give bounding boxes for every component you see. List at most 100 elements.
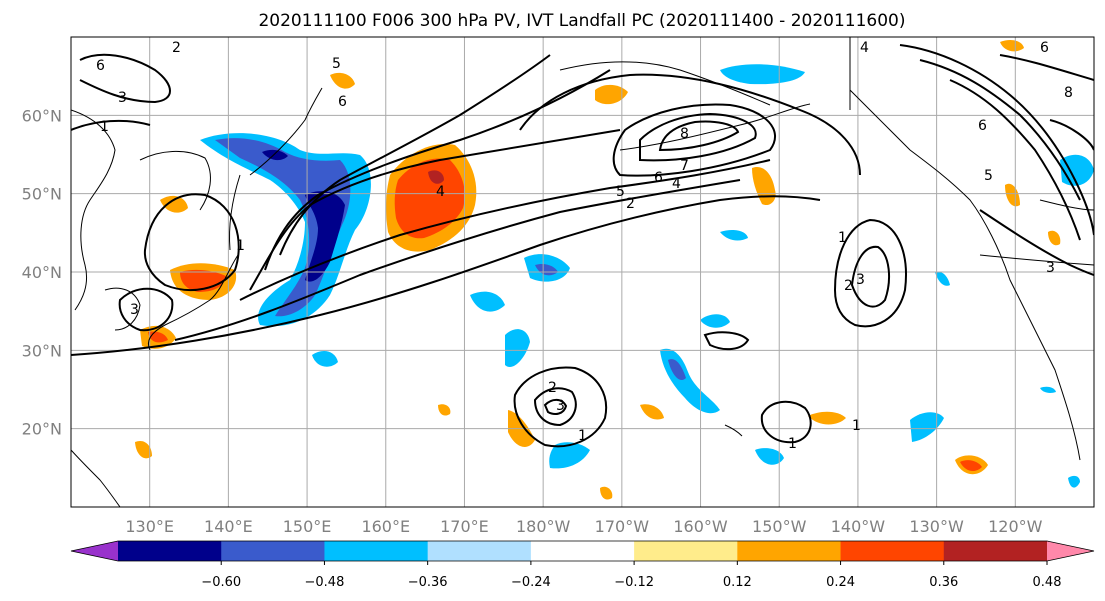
map-gridlines [71, 37, 1094, 507]
contour-line [264, 69, 611, 271]
contour-line [979, 209, 1094, 276]
contour-label: 2 [548, 380, 557, 396]
pv-orange-patch [808, 411, 846, 425]
pv-orange-patch [438, 404, 451, 416]
contour-label: 5 [984, 168, 993, 184]
pv-red-blob [394, 158, 465, 239]
pv-blue-patch [505, 329, 530, 368]
longitude-tick-label: 130°E [125, 517, 174, 536]
longitude-tick-label: 120°W [988, 517, 1043, 536]
contour-closed [833, 218, 907, 328]
pv-blue-patch [1040, 386, 1056, 393]
kamchatka-coastline [249, 87, 323, 176]
pv-orange-patch [135, 440, 152, 459]
pv-blue-patch-core [668, 359, 686, 380]
contour-label: 3 [118, 90, 127, 106]
contour-closed [612, 103, 776, 177]
contour-label: 1 [100, 119, 109, 135]
pv-dark-blue-spot [262, 149, 288, 161]
contour-closed [703, 331, 750, 351]
pv-blue-patch [549, 442, 590, 469]
colorbar-segment [943, 541, 1048, 561]
contour-line [239, 159, 771, 301]
contour-label: 3 [130, 302, 139, 318]
contour-line [919, 59, 1081, 201]
contour-label: 1 [578, 428, 587, 444]
contour-labels: 5 2 4 6 7 8 1 3 1 3 2 3 1 1 2 3 1 1 4 6 [96, 40, 1073, 452]
pv-orange-patch [1048, 230, 1061, 246]
pv-dark-blue-core [305, 191, 345, 282]
pv-blue-patch [1068, 475, 1080, 488]
pv-red-patch [960, 460, 982, 472]
contour-label: 6 [1040, 40, 1049, 56]
border-line [1039, 199, 1094, 211]
philippines-coastline [71, 449, 121, 507]
colorbar-tick-label: −0.48 [305, 575, 345, 590]
latitude-tick-label: 50°N [22, 185, 62, 204]
latitude-tick-label: 20°N [22, 420, 62, 439]
contour-line [999, 54, 1094, 81]
contour-line [71, 195, 821, 356]
map-content: 5 2 4 6 7 8 1 3 1 3 2 3 1 1 2 3 1 1 4 6 [71, 37, 1094, 507]
pv-blue-patch [700, 314, 730, 328]
colorbar: −0.60 −0.48 −0.36 −0.24 −0.12 0.12 0.24 0.36 0.4… [70, 540, 1095, 590]
contour-label: 3 [556, 398, 565, 414]
contour-label: 2 [626, 196, 635, 212]
contour-label: 6 [96, 58, 105, 74]
pv-blue-patch [755, 448, 784, 465]
contour-label: 6 [338, 94, 347, 110]
hawaii-coastline [724, 424, 743, 437]
longitude-tick-label: 170°W [595, 517, 650, 536]
pv-orange-patch [640, 404, 664, 420]
contour-line [949, 79, 1081, 241]
contour-line [71, 119, 151, 131]
colorbar-segment [840, 541, 945, 561]
longitude-tick-label: 130°W [909, 517, 964, 536]
longitude-tick-label: 150°W [752, 517, 807, 536]
pv-orange-patch [600, 486, 613, 500]
longitude-tick-label: 140°W [831, 517, 886, 536]
contour-label: 3 [856, 272, 865, 288]
pv-blue-patch [312, 350, 338, 367]
ivt-contours [71, 44, 1094, 448]
colorbar-segment [221, 541, 326, 561]
contour-closed [658, 120, 740, 152]
contour-closed [118, 287, 174, 332]
colorbar-segment [530, 541, 635, 561]
contour-closed [533, 387, 577, 427]
figure-title: 2020111100 F006 300 hPa PV, IVT Landfall… [258, 11, 905, 31]
contour-closed [850, 245, 891, 308]
pv-asia-orange [160, 195, 188, 213]
contour-label: 8 [1064, 85, 1073, 101]
contour-line [899, 44, 1094, 236]
contour-closed [760, 400, 812, 444]
contour-line [519, 73, 861, 176]
colorbar-segment [324, 541, 429, 561]
contour-closed [513, 366, 608, 448]
contour-label: 5 [332, 56, 341, 72]
colorbar-tick-label: 0.24 [826, 575, 855, 590]
contour-label: 3 [1046, 260, 1055, 276]
colorbar-tick-label: −0.36 [408, 575, 448, 590]
colorbar-tick-label: −0.12 [614, 575, 654, 590]
contour-label: 1 [788, 436, 797, 452]
bering-coastline [559, 61, 771, 106]
contour-label: 4 [436, 184, 445, 200]
latitude-tick-label: 40°N [22, 263, 62, 282]
asia-coastline [71, 109, 116, 311]
colorbar-tick-label: −0.24 [511, 575, 551, 590]
longitude-tick-label: 170°E [440, 517, 489, 536]
latitude-tick-label: 60°N [22, 106, 62, 125]
pv-orange-patch [1005, 183, 1020, 207]
longitude-tick-label: 150°E [283, 517, 332, 536]
korea-coastline [104, 287, 141, 331]
longitude-tick-label: 160°E [361, 517, 410, 536]
contour-label: 7 [680, 158, 689, 174]
longitude-tick-labels: 130°E 140°E 150°E 160°E 170°E 180°W 170°W 160°W… [125, 517, 1042, 536]
contour-line [279, 54, 551, 256]
pv-orange-patch [1000, 40, 1024, 52]
colorbar-tick-label: 0.36 [929, 575, 958, 590]
contour-line [174, 179, 741, 341]
contour-label: 2 [172, 40, 181, 56]
